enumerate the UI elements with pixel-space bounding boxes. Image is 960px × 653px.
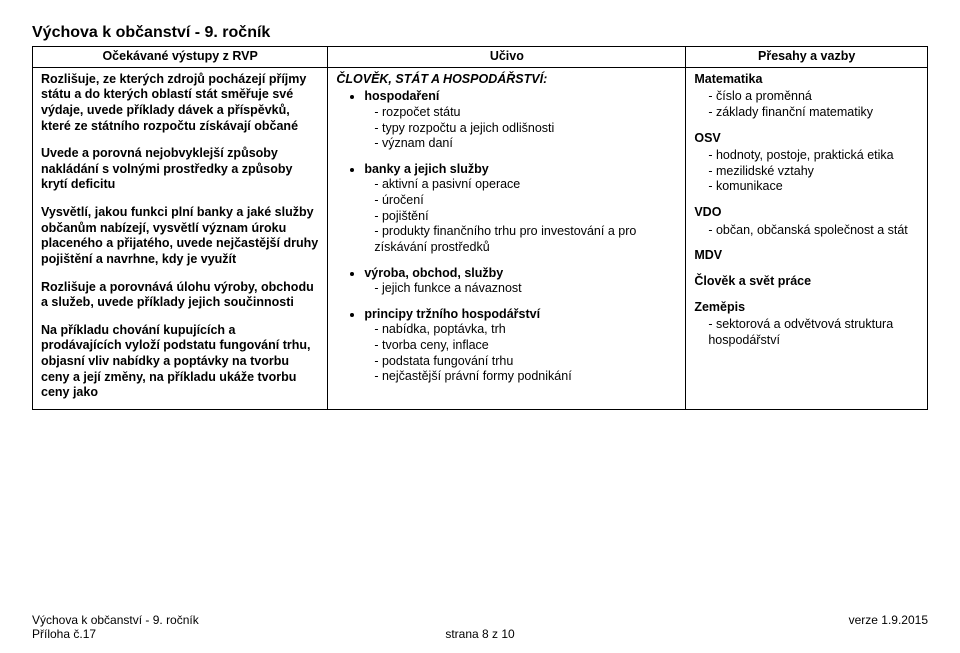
subject-items: sektorová a odvětvová struktura hospodář… xyxy=(694,317,919,348)
footer-center: strana 8 z 10 xyxy=(32,613,928,641)
topic-item: rozpočet státu xyxy=(374,105,677,121)
topic: banky a jejich služby aktivní a pasivní … xyxy=(364,162,677,256)
subject-item: komunikace xyxy=(708,179,919,195)
topic-item: význam daní xyxy=(374,136,677,152)
subject-items: občan, občanská společnost a stát xyxy=(694,223,919,239)
outcome-para: Vysvětlí, jakou funkci plní banky a jaké… xyxy=(41,205,319,268)
subject-name: Matematika xyxy=(694,72,919,88)
topic-item: tvorba ceny, inflace xyxy=(374,338,677,354)
subject-item: hodnoty, postoje, praktická etika xyxy=(708,148,919,164)
header-col2: Učivo xyxy=(328,47,686,68)
subject-name: VDO xyxy=(694,205,919,221)
subject-items: číslo a proměnná základy finanční matema… xyxy=(694,89,919,120)
topic-list: principy tržního hospodářství nabídka, p… xyxy=(336,307,677,385)
cell-outcomes: Rozlišuje, ze kterých zdrojů pocházejí p… xyxy=(33,67,328,409)
topic-item: nabídka, poptávka, trh xyxy=(374,322,677,338)
subject-name: Člověk a svět práce xyxy=(694,274,919,290)
topic-items: aktivní a pasivní operace úročení pojišt… xyxy=(364,177,677,255)
topic-list: hospodaření rozpočet státu typy rozpočtu… xyxy=(336,89,677,152)
header-col3: Přesahy a vazby xyxy=(686,47,928,68)
subject-items: hodnoty, postoje, praktická etika mezili… xyxy=(694,148,919,195)
topic: hospodaření rozpočet státu typy rozpočtu… xyxy=(364,89,677,152)
subject-item: občan, občanská společnost a stát xyxy=(708,223,919,239)
topic-name: banky a jejich služby xyxy=(364,162,488,176)
topic-name: principy tržního hospodářství xyxy=(364,307,540,321)
topic-name: výroba, obchod, služby xyxy=(364,266,503,280)
outcome-para: Na příkladu chování kupujících a prodáva… xyxy=(41,323,319,401)
subject-name: Zeměpis xyxy=(694,300,919,316)
subject-item: základy finanční matematiky xyxy=(708,105,919,121)
subject-item: mezilidské vztahy xyxy=(708,164,919,180)
subject-item: číslo a proměnná xyxy=(708,89,919,105)
outcome-para: Uvede a porovná nejobvyklejší způsoby na… xyxy=(41,146,319,193)
curriculum-table: Očekávané výstupy z RVP Učivo Přesahy a … xyxy=(32,46,928,410)
topic-item: úročení xyxy=(374,193,677,209)
topic-list: výroba, obchod, služby jejich funkce a n… xyxy=(336,266,677,297)
topic-items: nabídka, poptávka, trh tvorba ceny, infl… xyxy=(364,322,677,385)
header-col1: Očekávané výstupy z RVP xyxy=(33,47,328,68)
page-footer: Výchova k občanství - 9. ročník Příloha … xyxy=(32,613,928,641)
topic-items: rozpočet státu typy rozpočtu a jejich od… xyxy=(364,105,677,152)
topic: principy tržního hospodářství nabídka, p… xyxy=(364,307,677,385)
doc-title: Výchova k občanství - 9. ročník xyxy=(32,24,928,42)
topic: výroba, obchod, služby jejich funkce a n… xyxy=(364,266,677,297)
topic-item: typy rozpočtu a jejich odlišnosti xyxy=(374,121,677,137)
topic-item: nejčastější právní formy podnikání xyxy=(374,369,677,385)
subject-item: sektorová a odvětvová struktura hospodář… xyxy=(708,317,919,348)
topic-item: podstata fungování trhu xyxy=(374,354,677,370)
table-row: Rozlišuje, ze kterých zdrojů pocházejí p… xyxy=(33,67,928,409)
topic-item: pojištění xyxy=(374,209,677,225)
topic-items: jejich funkce a návaznost xyxy=(364,281,677,297)
cell-links: Matematika číslo a proměnná základy fina… xyxy=(686,67,928,409)
subject-name: OSV xyxy=(694,131,919,147)
topic-item: jejich funkce a návaznost xyxy=(374,281,677,297)
outcome-para: Rozlišuje a porovnává úlohu výroby, obch… xyxy=(41,280,319,311)
topic-list: banky a jejich služby aktivní a pasivní … xyxy=(336,162,677,256)
topic-name: hospodaření xyxy=(364,89,439,103)
cell-curriculum: ČLOVĚK, STÁT A HOSPODÁŘSTVÍ: hospodaření… xyxy=(328,67,686,409)
subject-name: MDV xyxy=(694,248,919,264)
topic-item: aktivní a pasivní operace xyxy=(374,177,677,193)
footer-page-number: strana 8 z 10 xyxy=(445,627,514,641)
table-header-row: Očekávané výstupy z RVP Učivo Přesahy a … xyxy=(33,47,928,68)
section-title: ČLOVĚK, STÁT A HOSPODÁŘSTVÍ: xyxy=(336,72,677,88)
outcome-para: Rozlišuje, ze kterých zdrojů pocházejí p… xyxy=(41,72,319,135)
topic-item: produkty finančního trhu pro investování… xyxy=(374,224,677,255)
